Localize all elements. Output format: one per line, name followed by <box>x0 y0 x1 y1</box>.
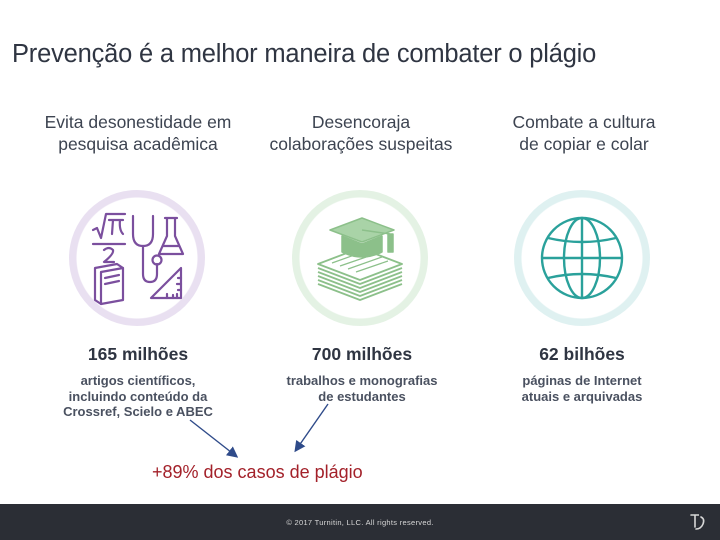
column-3-stat: 62 bilhões <box>539 344 625 364</box>
column-1-heading: Evita desonestidade em pesquisa acadêmic… <box>30 111 246 155</box>
column-2-desc-line1: trabalhos e monografias <box>286 373 438 388</box>
column-1-stat: 165 milhões <box>87 344 189 364</box>
footer-copyright: © 2017 Turnitin, LLC. All rights reserve… <box>286 518 434 527</box>
column-1-description: artigos científicos, incluindo conteúdo … <box>42 373 234 420</box>
column-3-heading-line2: de copiar e colar <box>519 134 649 154</box>
graduation-cap-icon <box>317 217 403 301</box>
column-1-heading-line1: Evita desonestidade em <box>44 112 232 132</box>
column-2-icon-circle <box>292 190 428 326</box>
column-2-heading: Desencoraja colaborações suspeitas <box>250 111 472 155</box>
column-3-desc-line2: atuais e arquivadas <box>521 388 643 404</box>
column-2-description: trabalhos e monografias de estudantes <box>264 373 460 404</box>
column-1-desc-line2: incluindo conteúdo da <box>68 388 208 404</box>
column-1-heading-line2: pesquisa acadêmica <box>58 134 218 154</box>
column-2-heading-line2: colaborações suspeitas <box>269 134 453 154</box>
column-2-desc-line2: de estudantes <box>318 388 406 404</box>
column-2-heading-line1: Desencoraja <box>311 112 411 132</box>
globe-icon <box>540 216 624 300</box>
column-3-heading: Combate a cultura de copiar e colar <box>486 111 682 155</box>
column-3-icon-circle <box>514 190 650 326</box>
arrow-from-column-1 <box>189 419 239 458</box>
column-1-desc-line1: artigos científicos, <box>80 373 196 388</box>
page-title: Prevenção é a melhor maneira de combater… <box>12 40 597 68</box>
column-1-icon-circle <box>69 190 205 326</box>
column-3-heading-line1: Combate a cultura <box>512 112 656 132</box>
plagiarism-highlight: +89% dos casos de plágio <box>152 462 363 482</box>
turnitin-logo-icon <box>690 514 705 530</box>
arrow-from-column-2 <box>294 403 329 453</box>
column-2-stat: 700 milhões <box>311 344 413 364</box>
column-3-description: páginas de Internet atuais e arquivadas <box>484 373 680 404</box>
column-1-desc-line3: Crossref, Scielo e ABEC <box>63 404 213 419</box>
footer-bar: © 2017 Turnitin, LLC. All rights reserve… <box>0 504 720 540</box>
column-3-desc-line1: páginas de Internet <box>522 373 642 388</box>
science-icon <box>91 212 185 306</box>
